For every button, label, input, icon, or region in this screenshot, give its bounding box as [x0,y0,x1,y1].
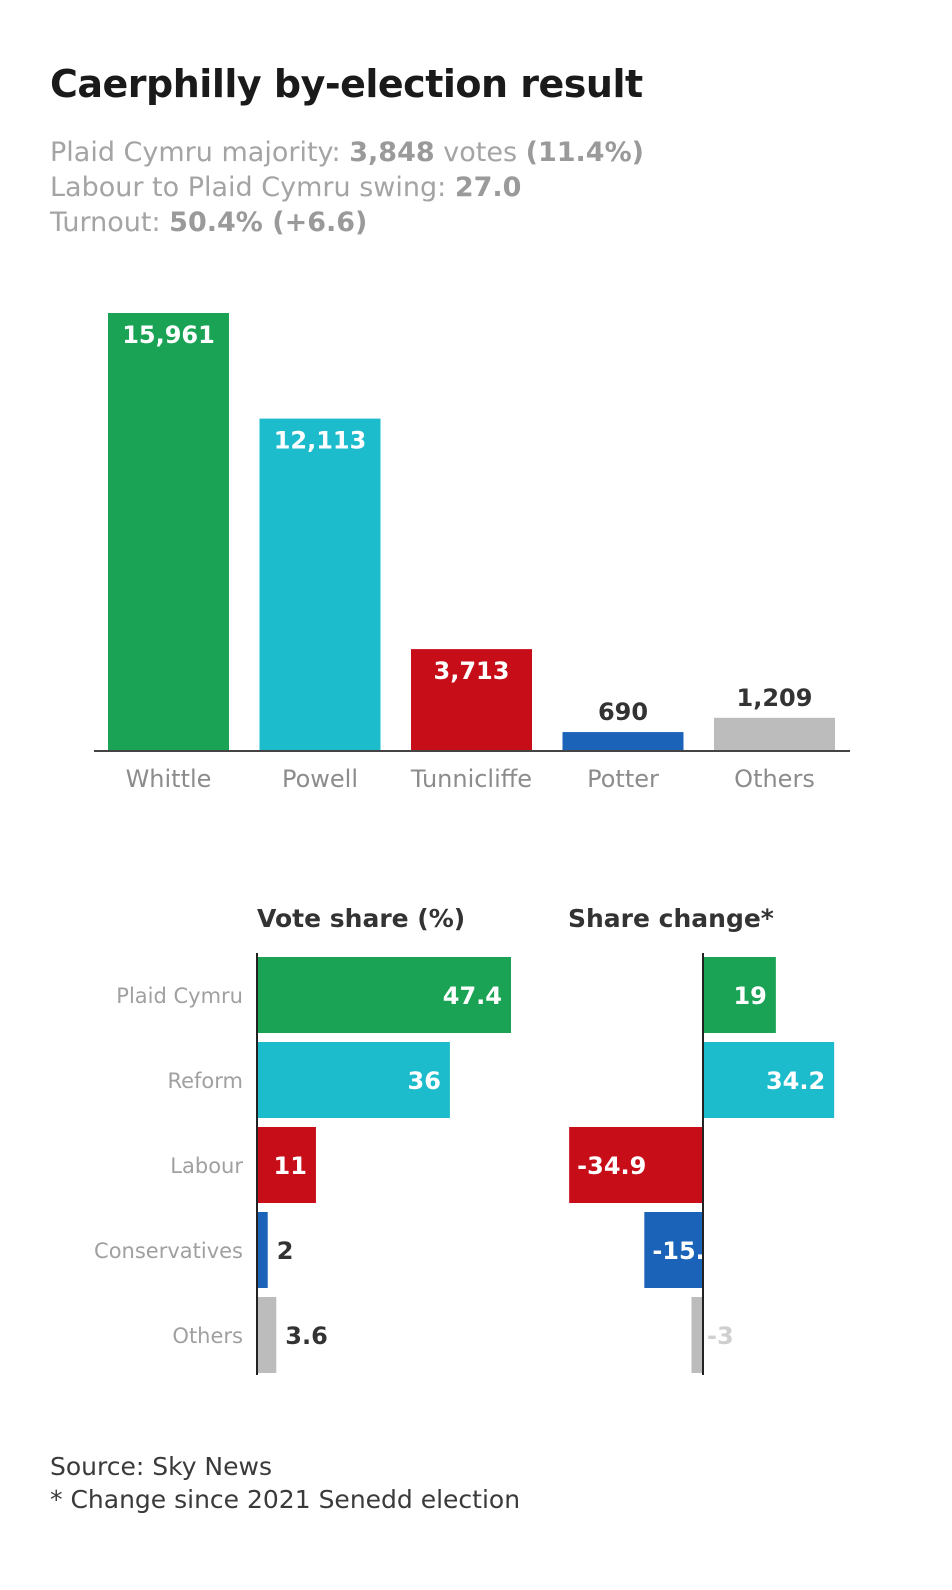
bar-value-label-others: 1,209 [737,684,813,712]
vote-share-bar-conservatives [257,1212,268,1288]
party-label-labour: Labour [170,1154,243,1178]
share-change-title: Share change* [568,904,774,933]
party-label-conservatives: Conservatives [94,1239,243,1263]
share-change-bar-others [691,1297,703,1373]
source-note: Source: Sky News [50,1452,272,1481]
bar-others [714,717,835,751]
bar-value-label-tunnicliffe: 3,713 [434,657,510,685]
vote-share-value-conservatives: 2 [277,1237,294,1265]
majority-label: Plaid Cymru majority: [50,137,341,168]
share-change-bar-plaid-cymru [703,957,776,1033]
bar-value-label-potter: 690 [598,698,648,726]
share-change-value-labour: -34.9 [577,1152,646,1180]
party-label-plaid-cymru: Plaid Cymru [116,984,243,1008]
bar-potter [562,732,684,751]
share-change-value-conservatives: -15.3 [652,1237,721,1265]
share-change-bar-labour [569,1127,703,1203]
bar-powell [259,418,381,751]
vote-share-bar-plaid-cymru [257,957,511,1033]
vote-share-value-reform: 36 [408,1067,441,1095]
change-footnote: * Change since 2021 Senedd election [50,1485,521,1514]
vote-share-value-others: 3.6 [285,1322,328,1350]
bar-value-label-powell: 12,113 [274,427,367,455]
category-label-potter: Potter [587,765,659,793]
charts-canvas: 15,961 Whittle 12,113 Powell 3,713 Tunnicliff… [94,313,850,1375]
bar-tunnicliffe [411,649,532,751]
vote-share-value-plaid-cymru: 47.4 [443,982,502,1010]
share-change-value-others: -3 [707,1322,734,1350]
chart-title: Caerphilly by-election result [50,62,643,106]
turnout-value: 50.4% (+6.6) [169,207,368,238]
turnout-label: Turnout: [50,207,161,238]
vote-share-bar-others [257,1297,277,1373]
vote-share-bar-labour [257,1127,316,1203]
category-label-powell: Powell [282,765,358,793]
vote-share-title: Vote share (%) [257,904,465,933]
share-change-bar-reform [703,1042,835,1118]
share-change-value-reform: 34.2 [766,1067,825,1095]
vote-share-bar-reform [257,1042,450,1118]
bar-value-label-whittle: 15,961 [122,321,215,349]
party-label-reform: Reform [167,1069,243,1093]
category-label-whittle: Whittle [126,765,212,793]
swing-line: Labour to Plaid Cymru swing: 27.0 [50,172,521,203]
category-label-tunnicliffe: Tunnicliffe [410,765,532,793]
share-change-bar-conservatives [644,1212,703,1288]
party-label-others: Others [172,1324,243,1348]
majority-pct: (11.4%) [525,137,644,168]
turnout-line: Turnout: 50.4% (+6.6) [50,207,367,238]
category-label-others: Others [734,765,815,793]
vote-share-value-labour: 11 [274,1152,307,1180]
bar-whittle [108,313,229,751]
swing-label: Labour to Plaid Cymru swing: [50,172,447,203]
majority-votes-suffix: votes [443,137,518,168]
share-change-value-plaid-cymru: 19 [733,982,766,1010]
majority-votes: 3,848 [349,137,435,168]
majority-line: Plaid Cymru majority: 3,848 votes (11.4%… [50,137,644,168]
swing-value: 27.0 [454,172,522,203]
